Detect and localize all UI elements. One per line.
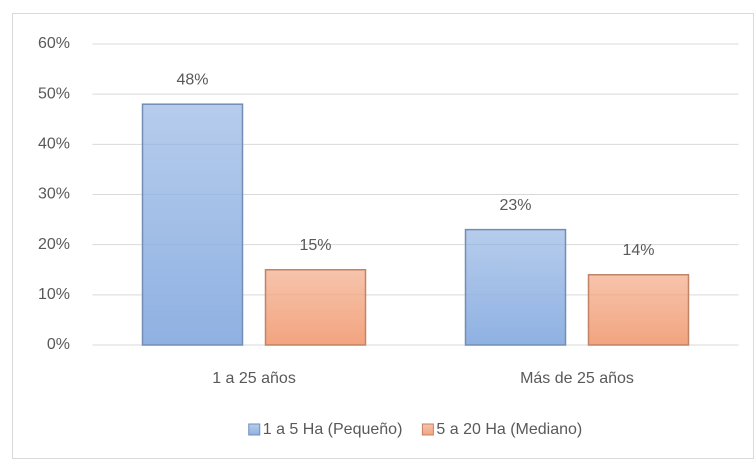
chart-border <box>12 13 754 459</box>
bar <box>141 103 244 346</box>
legend-swatch <box>248 423 261 436</box>
legend-label: 1 a 5 Ha (Pequeño) <box>263 421 403 438</box>
bar <box>464 228 567 346</box>
y-tick-label: 30% <box>38 186 70 203</box>
y-tick-label: 0% <box>47 336 70 353</box>
bar <box>264 269 367 346</box>
value-label: 48% <box>176 71 208 88</box>
y-tick-label: 20% <box>38 236 70 253</box>
legend-label: 5 a 20 Ha (Mediano) <box>436 421 582 438</box>
legend: 1 a 5 Ha (Pequeño) 5 a 20 Ha (Mediano) <box>248 421 582 438</box>
value-label: 15% <box>299 237 331 254</box>
bar <box>587 274 690 346</box>
y-tick-label: 10% <box>38 286 70 303</box>
y-tick-label: 50% <box>38 85 70 102</box>
y-tick-label: 40% <box>38 136 70 153</box>
x-tick-label: 1 a 25 años <box>212 370 296 387</box>
x-tick-label: Más de 25 años <box>520 370 634 387</box>
y-tick-label: 60% <box>38 35 70 52</box>
value-label: 14% <box>622 242 654 259</box>
legend-swatch <box>421 423 434 436</box>
value-label: 23% <box>499 197 531 214</box>
